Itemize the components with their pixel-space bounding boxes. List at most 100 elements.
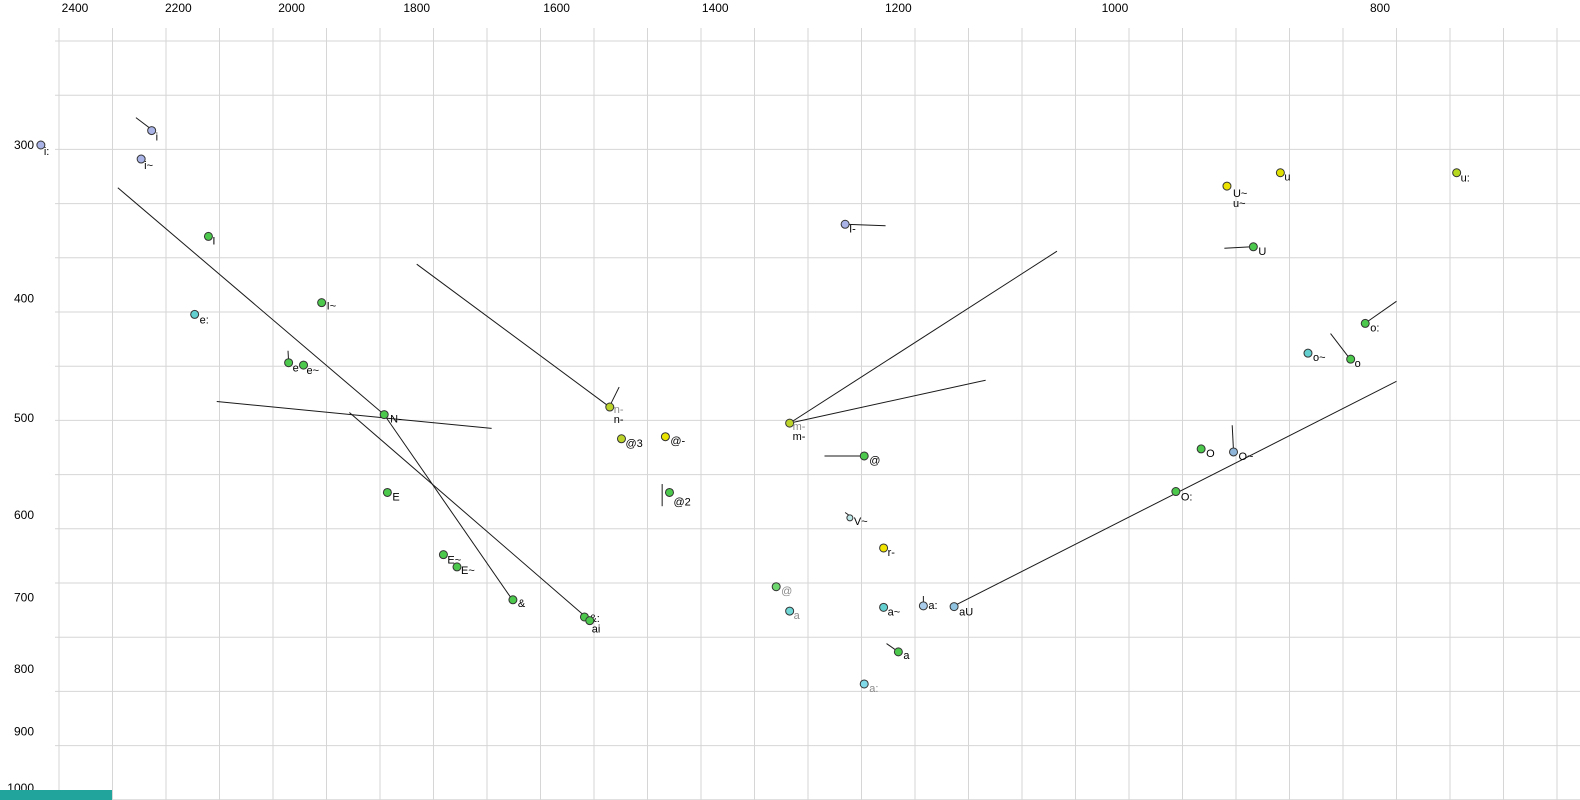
data-point-label: @3 xyxy=(625,438,642,450)
trajectory-line xyxy=(383,414,512,598)
data-point-label: e: xyxy=(200,314,209,326)
data-point-ai xyxy=(585,616,595,626)
data-point-label: N- xyxy=(390,414,402,426)
data-point- xyxy=(859,451,869,461)
data-point-o xyxy=(1360,318,1370,328)
data-point-label: i xyxy=(156,132,158,144)
trajectory-line xyxy=(135,117,151,130)
data-point-label: a~ xyxy=(888,606,901,618)
x-axis-tick-label: 1800 xyxy=(403,1,430,15)
data-point-V xyxy=(846,514,854,522)
data-point-e xyxy=(284,358,294,368)
y-axis-tick-label: 500 xyxy=(14,411,34,425)
data-point-2 xyxy=(664,487,674,497)
data-point-label: aU xyxy=(959,607,973,619)
data-point-O xyxy=(1196,444,1206,454)
data-point-label: @2 xyxy=(673,496,690,508)
x-axis-tick-label: 2200 xyxy=(165,1,192,15)
data-point-label: n- xyxy=(614,404,624,416)
data-point-o xyxy=(1303,348,1313,358)
data-point- xyxy=(508,595,518,605)
data-point-I xyxy=(317,298,327,308)
data-point-I xyxy=(203,231,213,241)
data-point-label: E xyxy=(392,491,399,503)
data-point-a xyxy=(893,647,903,657)
data-point-u xyxy=(1275,168,1285,178)
data-point-i xyxy=(136,154,146,164)
trajectory-line xyxy=(609,386,620,407)
trajectory-line xyxy=(1366,300,1397,323)
data-point-a xyxy=(918,601,928,611)
y-axis-tick-label: 400 xyxy=(14,292,34,306)
data-point-aU xyxy=(949,602,959,612)
data-point-label: a: xyxy=(928,600,937,612)
data-point-label-secondary: n- xyxy=(614,414,624,426)
axis-labels: 2400 2200 2000 1800 1600 1400 1200 1000 800 300 40… xyxy=(7,1,1390,795)
data-point-label: O xyxy=(1206,448,1215,460)
data-point-E xyxy=(382,487,392,497)
data-point-3 xyxy=(616,434,626,444)
trajectory-line xyxy=(845,223,886,227)
data-point-label: I~ xyxy=(327,301,336,313)
data-point-n xyxy=(605,402,615,412)
x-axis-tick-label: 800 xyxy=(1370,1,1390,15)
grid-lines xyxy=(55,28,1580,800)
data-point-I xyxy=(840,219,850,229)
data-point-label: u xyxy=(1284,172,1290,184)
y-axis-tick-label: 300 xyxy=(14,138,34,152)
data-point-i xyxy=(36,140,46,150)
data-point-label: r- xyxy=(888,547,896,559)
data-point-u xyxy=(1452,168,1462,178)
x-axis-tick-label: 1200 xyxy=(885,1,912,15)
data-point-e xyxy=(190,309,200,319)
data-point-e xyxy=(299,360,309,370)
data-point-label: ai xyxy=(592,624,601,636)
data-point-O xyxy=(1171,487,1181,497)
y-axis-tick-label: 600 xyxy=(14,508,34,522)
data-point-E xyxy=(452,562,462,572)
data-point-label: U xyxy=(1258,246,1266,258)
data-point-label: m- xyxy=(793,421,806,433)
data-point-label: o~ xyxy=(1313,352,1326,364)
data-point-m xyxy=(785,418,795,428)
trajectory-line xyxy=(1231,425,1235,451)
data-point-label: &: xyxy=(589,613,599,625)
data-point- xyxy=(771,582,781,592)
x-axis-tick-label: 1600 xyxy=(543,1,570,15)
x-axis-tick-label: 1400 xyxy=(702,1,729,15)
data-points: i:ii~Ie:I~e e~N-EE~E~&&:ain-n-@3 @-@2m-m-I… xyxy=(36,126,1470,695)
data-point-label: O~ xyxy=(1239,451,1254,463)
data-point-a xyxy=(785,606,795,616)
trajectory-line xyxy=(1224,246,1253,249)
data-point-label: i: xyxy=(44,146,50,158)
data-point-E xyxy=(438,550,448,560)
data-point-label: e xyxy=(293,363,299,375)
data-point-label: V~ xyxy=(854,516,868,528)
data-point-a xyxy=(859,679,869,689)
trajectory-line xyxy=(789,250,1058,424)
y-axis-tick-label: 700 xyxy=(14,591,34,605)
data-point-label-secondary: m- xyxy=(793,431,806,443)
trajectory-line xyxy=(216,401,492,429)
trajectory-lines xyxy=(117,117,1397,652)
data-point-label: U~ xyxy=(1233,188,1247,200)
data-point-label: O: xyxy=(1181,492,1193,504)
data-point-label: o: xyxy=(1370,322,1379,334)
data-point-O xyxy=(1229,447,1239,457)
y-axis-tick-label: 900 xyxy=(14,725,34,739)
data-point- xyxy=(660,432,670,442)
data-point-label: I- xyxy=(849,223,856,235)
data-point-label: a xyxy=(794,610,801,622)
data-point-label: i~ xyxy=(144,160,153,172)
data-point-label: E~ xyxy=(461,565,475,577)
data-point-r xyxy=(879,543,889,553)
trajectory-line xyxy=(117,187,385,415)
x-axis-tick-label: 2000 xyxy=(278,1,305,15)
data-point-label: a xyxy=(903,650,910,662)
data-point-U xyxy=(1222,181,1232,191)
data-point-label: @ xyxy=(781,586,792,598)
data-point-label: u: xyxy=(1461,173,1470,185)
trajectory-line xyxy=(349,412,588,619)
